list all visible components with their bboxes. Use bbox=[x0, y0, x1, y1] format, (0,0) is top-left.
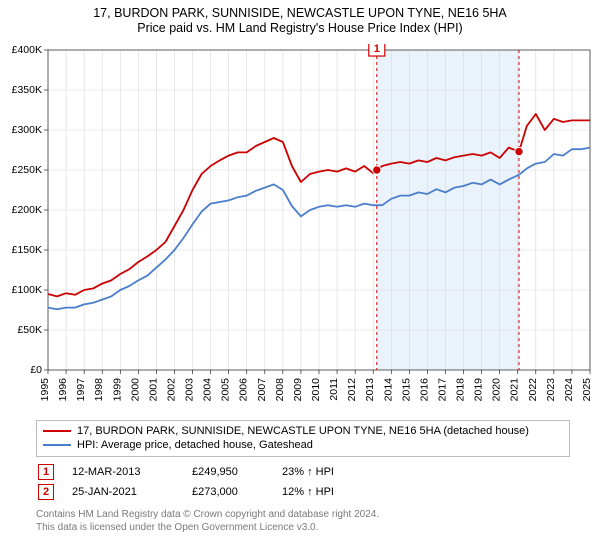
legend-label: HPI: Average price, detached house, Gate… bbox=[77, 438, 313, 452]
x-tick-label: 2023 bbox=[545, 378, 557, 402]
x-tick-label: 1995 bbox=[39, 378, 51, 402]
sale-marker-num: 1 bbox=[38, 464, 54, 480]
x-tick-label: 2019 bbox=[473, 378, 485, 402]
sale-marker-num: 2 bbox=[38, 484, 54, 500]
x-tick-label: 2007 bbox=[256, 378, 268, 402]
x-tick-label: 2006 bbox=[238, 378, 250, 402]
y-tick-label: £250K bbox=[12, 164, 42, 176]
x-tick-label: 2017 bbox=[436, 378, 448, 402]
bottom-panel: 17, BURDON PARK, SUNNISIDE, NEWCASTLE UP… bbox=[36, 420, 570, 534]
y-tick-label: £0 bbox=[30, 364, 42, 376]
footer: Contains HM Land Registry data © Crown c… bbox=[36, 508, 570, 534]
x-tick-label: 2015 bbox=[400, 378, 412, 402]
title-block: 17, BURDON PARK, SUNNISIDE, NEWCASTLE UP… bbox=[0, 0, 600, 35]
marker-dot bbox=[373, 166, 381, 174]
x-tick-label: 2001 bbox=[147, 378, 159, 402]
sale-price: £249,950 bbox=[192, 466, 282, 478]
x-tick-label: 2018 bbox=[455, 378, 467, 402]
legend: 17, BURDON PARK, SUNNISIDE, NEWCASTLE UP… bbox=[36, 420, 570, 457]
x-tick-label: 2020 bbox=[491, 378, 503, 402]
legend-item: HPI: Average price, detached house, Gate… bbox=[43, 438, 563, 452]
chart-area: £0 £50K £100K £150K £200K £250K £300K £350K £400… bbox=[0, 44, 600, 414]
line-chart: £0 £50K £100K £150K £200K £250K £300K £350K £400… bbox=[0, 44, 600, 414]
sale-hpi-diff: 12% ↑ HPI bbox=[282, 486, 372, 498]
y-tick-label: £200K bbox=[12, 204, 42, 216]
x-tick-label: 2008 bbox=[274, 378, 286, 402]
x-tick-label: 2024 bbox=[563, 378, 575, 402]
sales-list: 1 12-MAR-2013£249,95023% ↑ HPI 2 25-JAN-202… bbox=[36, 462, 570, 502]
sale-date: 12-MAR-2013 bbox=[72, 466, 192, 478]
legend-swatch bbox=[43, 444, 71, 446]
x-tick-label: 2009 bbox=[292, 378, 304, 402]
y-tick-label: £300K bbox=[12, 124, 42, 136]
legend-item: 17, BURDON PARK, SUNNISIDE, NEWCASTLE UP… bbox=[43, 424, 563, 438]
sale-row: 1 12-MAR-2013£249,95023% ↑ HPI bbox=[36, 462, 570, 482]
y-tick-label: £400K bbox=[12, 44, 42, 56]
marker-dot bbox=[515, 147, 523, 155]
sale-hpi-diff: 23% ↑ HPI bbox=[282, 466, 372, 478]
x-tick-label: 2010 bbox=[310, 378, 322, 402]
x-tick-label: 2003 bbox=[184, 378, 196, 402]
sale-date: 25-JAN-2021 bbox=[72, 486, 192, 498]
x-tick-label: 1998 bbox=[93, 378, 105, 402]
x-tick-label: 2011 bbox=[328, 378, 340, 401]
y-tick-label: £350K bbox=[12, 84, 42, 96]
x-tick-label: 2000 bbox=[129, 378, 141, 402]
x-tick-label: 2004 bbox=[202, 378, 214, 402]
sale-row: 2 25-JAN-2021£273,00012% ↑ HPI bbox=[36, 482, 570, 502]
marker-label-num: 1 bbox=[374, 44, 380, 55]
y-tick-label: £150K bbox=[12, 244, 42, 256]
x-tick-label: 1997 bbox=[75, 378, 87, 402]
legend-label: 17, BURDON PARK, SUNNISIDE, NEWCASTLE UP… bbox=[77, 424, 529, 438]
x-tick-label: 2002 bbox=[165, 378, 177, 402]
legend-swatch bbox=[43, 430, 71, 432]
x-tick-label: 1996 bbox=[57, 378, 69, 402]
x-tick-label: 1999 bbox=[111, 378, 123, 402]
x-tick-label: 2014 bbox=[382, 378, 394, 402]
chart-subtitle: Price paid vs. HM Land Registry's House … bbox=[0, 21, 600, 35]
x-tick-label: 2012 bbox=[346, 378, 358, 402]
y-tick-label: £50K bbox=[17, 324, 42, 336]
x-tick-label: 2013 bbox=[364, 378, 376, 402]
x-tick-label: 2016 bbox=[418, 378, 430, 402]
footer-line2: This data is licensed under the Open Gov… bbox=[36, 521, 570, 534]
figure-container: 17, BURDON PARK, SUNNISIDE, NEWCASTLE UP… bbox=[0, 0, 600, 560]
x-tick-label: 2022 bbox=[527, 378, 539, 402]
x-tick-label: 2025 bbox=[581, 378, 593, 402]
x-tick-label: 2021 bbox=[509, 378, 521, 402]
chart-title-address: 17, BURDON PARK, SUNNISIDE, NEWCASTLE UP… bbox=[0, 6, 600, 20]
footer-line1: Contains HM Land Registry data © Crown c… bbox=[36, 508, 570, 521]
y-tick-label: £100K bbox=[12, 284, 42, 296]
sale-price: £273,000 bbox=[192, 486, 282, 498]
x-tick-label: 2005 bbox=[220, 378, 232, 402]
